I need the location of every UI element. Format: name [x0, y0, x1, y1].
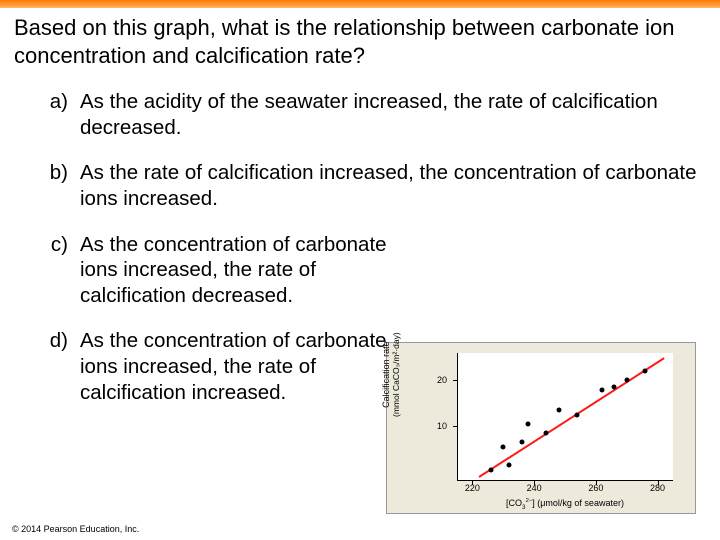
x-tick-label: 240 — [527, 483, 542, 493]
data-point — [519, 440, 524, 445]
x-tick-label: 280 — [650, 483, 665, 493]
data-point — [544, 431, 549, 436]
data-point — [624, 378, 629, 383]
x-tick-label: 260 — [588, 483, 603, 493]
data-point — [643, 369, 648, 374]
answer-letter: b) — [48, 160, 80, 211]
copyright-text: © 2014 Pearson Education, Inc. — [12, 524, 139, 534]
answer-text: As the concentration of carbonate ions i… — [80, 328, 390, 405]
answer-b[interactable]: b) As the rate of calcification increase… — [48, 160, 698, 211]
data-point — [488, 467, 493, 472]
answer-text: As the concentration of carbonate ions i… — [80, 232, 390, 309]
data-point — [600, 387, 605, 392]
y-axis-label: Calcification rate (mmol CaCO₃/m²·day) — [381, 332, 401, 417]
answer-letter: c) — [48, 232, 80, 309]
y-tick-label: 20 — [437, 375, 447, 385]
data-point — [501, 444, 506, 449]
answer-letter: a) — [48, 89, 80, 140]
answer-text: As the acidity of the seawater increased… — [80, 89, 698, 140]
x-tick-label: 220 — [465, 483, 480, 493]
scatter-chart: Calcification rate (mmol CaCO₃/m²·day) [… — [386, 342, 696, 514]
answer-a[interactable]: a) As the acidity of the seawater increa… — [48, 89, 698, 140]
accent-bar — [0, 0, 720, 8]
data-point — [575, 412, 580, 417]
y-tick-label: 10 — [437, 421, 447, 431]
data-point — [556, 408, 561, 413]
data-point — [525, 421, 530, 426]
answer-letter: d) — [48, 328, 80, 405]
answer-text: As the rate of calcification increased, … — [80, 160, 698, 211]
answer-c[interactable]: c) As the concentration of carbonate ion… — [48, 232, 698, 309]
data-point — [507, 463, 512, 468]
data-point — [612, 385, 617, 390]
question-text: Based on this graph, what is the relatio… — [0, 8, 720, 71]
x-axis-label: [CO32−] (μmol/kg of seawater) — [457, 498, 673, 511]
